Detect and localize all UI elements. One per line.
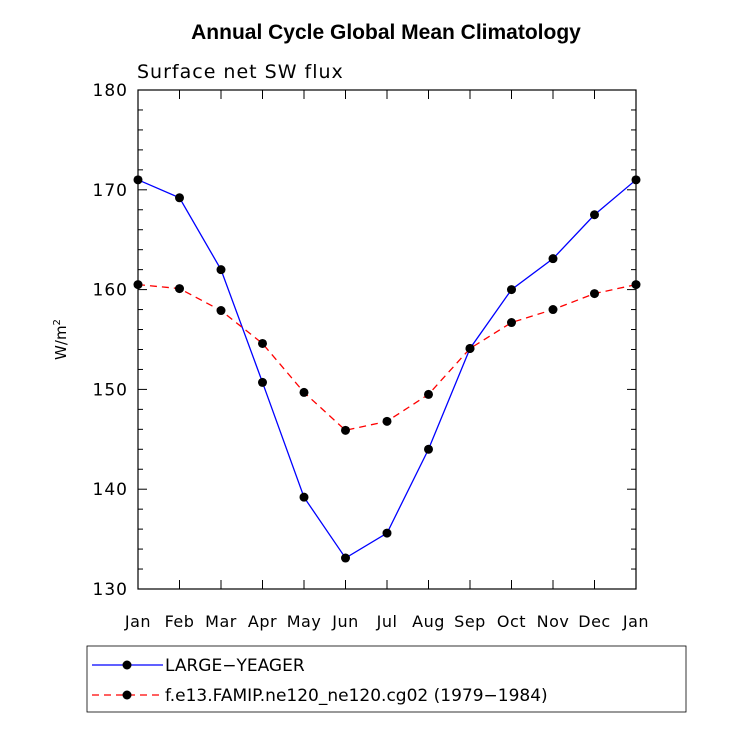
x-tick-label: Mar [205,612,237,631]
data-point-series-2 [548,305,558,315]
legend-label-1: LARGE−YEAGER [165,656,305,676]
data-point-series-2 [258,338,267,348]
x-tick-label: Sep [454,612,486,631]
data-point-series-2 [175,284,184,294]
data-point-series-1 [175,193,184,203]
y-tick-label: 170 [93,181,128,201]
data-point-series-2 [590,289,599,299]
chart-subtitle: Surface net SW flux [137,61,344,83]
data-point-series-1 [590,210,599,220]
y-tick-label: 130 [93,580,128,600]
x-tick-label: Aug [412,612,445,631]
chart-title: Annual Cycle Global Mean Climatology [191,21,581,44]
y-axis-label: W/m2 [52,319,70,360]
data-point-series-1 [299,492,309,502]
data-point-series-1 [424,444,433,454]
x-tick-label: Jan [622,612,649,631]
x-tick-label: Jul [376,612,398,631]
data-point-series-1 [507,285,516,295]
data-point-series-1 [133,175,143,185]
data-point-series-2 [341,425,350,435]
x-tick-label: Jun [331,612,359,631]
data-point-series-2 [631,280,641,290]
y-tick-label: 150 [93,380,128,400]
legend-marker-2 [122,690,132,700]
data-point-series-1 [216,265,226,275]
x-tick-label: Apr [248,612,277,631]
y-tick-label: 180 [93,81,128,101]
data-point-series-1 [548,254,558,264]
x-tick-label: Dec [578,612,610,631]
y-tick-label: 160 [93,281,128,301]
data-point-series-2 [507,318,516,328]
plot-area: Jan Feb Mar Apr May Jun Jul Aug Sep Oct Nov Dec Jan 1… [52,81,649,631]
data-point-series-1 [341,553,350,563]
x-tick-label: Oct [497,612,526,631]
data-point-series-2 [382,416,392,426]
x-tick-label: Jan [124,612,151,631]
data-point-series-2 [133,280,143,290]
series-line-1 [137,179,637,559]
data-point-series-2 [299,387,309,397]
data-point-series-1 [258,377,267,387]
y-tick-label: 140 [93,480,128,500]
x-tick-label: May [287,612,322,631]
data-point-series-1 [382,528,392,538]
plot-frame [137,89,637,590]
data-point-series-1 [631,175,641,185]
legend: LARGE−YEAGER f.e13.FAMIP.ne120_ne120.cg02… [86,645,687,713]
data-point-series-2 [216,306,226,316]
legend-label-2: f.e13.FAMIP.ne120_ne120.cg02 (1979−1984) [165,686,548,706]
legend-box [86,645,687,713]
x-tick-label: Feb [165,612,195,631]
data-point-series-2 [424,389,433,399]
legend-marker-1 [122,660,132,670]
x-tick-label: Nov [537,612,570,631]
data-point-series-2 [465,343,475,353]
series-line-2 [137,283,637,432]
